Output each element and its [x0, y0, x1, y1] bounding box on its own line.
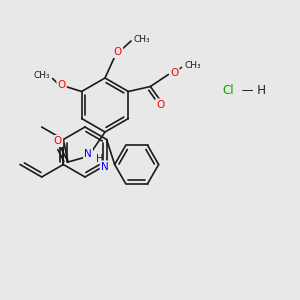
- Text: CH₃: CH₃: [34, 71, 51, 80]
- Text: CH₃: CH₃: [184, 61, 201, 70]
- Text: O: O: [58, 80, 66, 89]
- Text: H: H: [96, 154, 103, 164]
- Text: Cl: Cl: [222, 83, 234, 97]
- Text: N: N: [84, 149, 92, 159]
- Text: O: O: [170, 68, 178, 77]
- Text: — H: — H: [238, 83, 266, 97]
- Text: O: O: [156, 100, 164, 110]
- Text: N: N: [101, 161, 109, 172]
- Text: O: O: [54, 136, 62, 146]
- Text: CH₃: CH₃: [134, 34, 151, 43]
- Text: O: O: [114, 47, 122, 57]
